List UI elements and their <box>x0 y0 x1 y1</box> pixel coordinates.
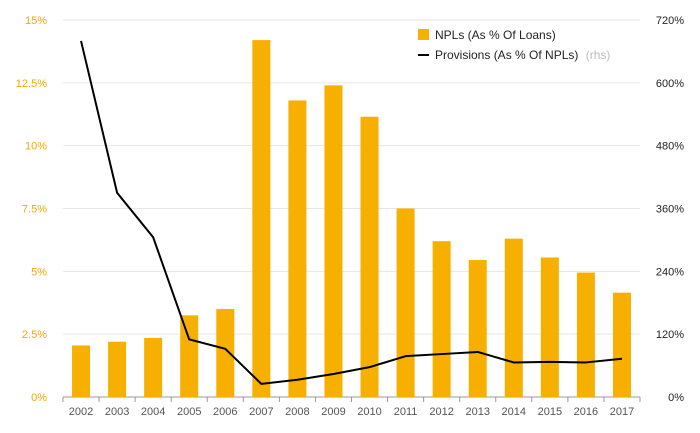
npl-bar-2008 <box>288 100 307 397</box>
npl-bar-2009 <box>324 85 343 397</box>
x-tick-label: 2010 <box>357 406 381 418</box>
legend-npl-label: NPLs (As % Of Loans) <box>435 28 556 42</box>
provisions-line-group <box>80 40 623 385</box>
right-tick-label: 600% <box>656 78 684 90</box>
left-axis: 0% 2.5% 5% 7.5% 10% 12.5% 15% <box>16 15 47 404</box>
npl-bar-2005 <box>180 315 199 397</box>
x-tick-label: 2005 <box>177 406 201 418</box>
right-tick-label: 360% <box>656 204 684 216</box>
npl-bar-2012 <box>432 241 451 397</box>
x-tick-label: 2007 <box>249 406 273 418</box>
gridlines <box>62 19 641 402</box>
npl-bar-2016 <box>576 272 595 397</box>
x-tick-label: 2013 <box>465 406 489 418</box>
x-tick-label: 2017 <box>610 406 634 418</box>
right-tick-label: 720% <box>656 15 684 27</box>
x-tick-label: 2016 <box>574 406 598 418</box>
npl-bar-2010 <box>360 116 379 397</box>
right-axis: 0% 120% 240% 360% 480% 600% 720% <box>656 15 684 404</box>
right-tick-label: 120% <box>656 329 684 341</box>
npl-bar-2004 <box>144 337 163 397</box>
left-tick-label: 12.5% <box>16 78 47 90</box>
x-tick-label: 2004 <box>141 406 165 418</box>
npl-bar-2002 <box>72 345 91 397</box>
npl-bar-2003 <box>108 341 127 397</box>
x-tick-label: 2012 <box>429 406 453 418</box>
legend-npl-swatch <box>418 29 429 40</box>
npl-bars <box>72 40 631 398</box>
legend-provisions-note: (rhs) <box>586 48 611 62</box>
left-tick-label: 10% <box>25 141 47 153</box>
x-tick-label: 2002 <box>69 406 93 418</box>
x-tick-label: 2006 <box>213 406 237 418</box>
x-tick-label: 2003 <box>105 406 129 418</box>
x-tick-label: 2015 <box>538 406 562 418</box>
svg-text:Provisions (As % Of NPLs): Provisions (As % Of NPLs) (rhs) <box>435 48 610 62</box>
npl-bar-2013 <box>468 260 487 397</box>
left-tick-label: 15% <box>25 15 47 27</box>
npl-bar-2011 <box>396 208 415 397</box>
npl-bar-2014 <box>504 238 523 397</box>
right-tick-label: 0% <box>668 392 684 404</box>
npl-bar-2007 <box>252 40 271 398</box>
right-tick-label: 480% <box>656 141 684 153</box>
legend-provisions-label: Provisions (As % Of NPLs) <box>435 48 578 62</box>
npl-bar-2015 <box>540 257 559 397</box>
x-axis: 2002 2003 2004 2005 2006 2007 2008 2009 2010 2011… <box>69 406 634 418</box>
npl-bar-2006 <box>216 309 235 397</box>
x-tick-label: 2014 <box>502 406 526 418</box>
right-tick-label: 240% <box>656 266 684 278</box>
left-tick-label: 2.5% <box>22 329 47 341</box>
provisions-line <box>80 40 623 385</box>
x-tick-label: 2009 <box>321 406 345 418</box>
x-tick-label: 2008 <box>285 406 309 418</box>
legend: NPLs (As % Of Loans) Provisions (As % Of… <box>418 28 610 62</box>
npl-bar-2017 <box>612 292 631 397</box>
left-tick-label: 0% <box>31 392 47 404</box>
x-tick-label: 2011 <box>394 406 418 418</box>
left-tick-label: 5% <box>31 266 47 278</box>
left-tick-label: 7.5% <box>22 204 47 216</box>
